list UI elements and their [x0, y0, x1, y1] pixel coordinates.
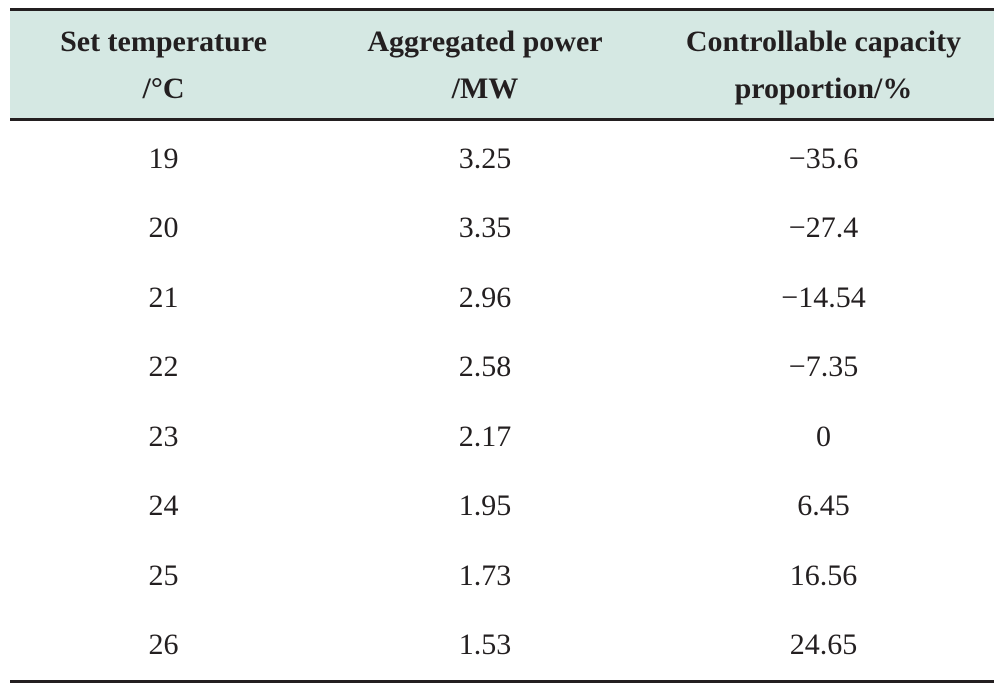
header-line: /MW — [451, 71, 519, 105]
data-table: Set temperature /°C Aggregated power /MW… — [10, 8, 994, 683]
table-row: 20 3.35 −27.4 — [10, 194, 994, 264]
table-bottom-rule — [10, 680, 994, 683]
cell-capacity-proportion: −27.4 — [788, 211, 859, 245]
header-controllable-capacity: Controllable capacity proportion/% — [653, 11, 994, 118]
cell-set-temperature: 24 — [148, 489, 179, 523]
header-line: Set temperature — [60, 24, 267, 58]
cell-aggregated-power: 1.95 — [458, 489, 512, 523]
table-body: 19 3.25 −35.6 20 3.35 −27.4 21 2.96 −14.… — [10, 121, 994, 680]
table-row: 21 2.96 −14.54 — [10, 263, 994, 333]
cell-aggregated-power: 2.96 — [458, 280, 512, 314]
header-line: /°C — [142, 71, 185, 105]
cell-capacity-proportion: −14.54 — [781, 280, 866, 314]
cell-capacity-proportion: 24.65 — [789, 628, 858, 662]
table-header-rule — [10, 118, 994, 121]
cell-set-temperature: 22 — [148, 350, 179, 384]
cell-set-temperature: 26 — [148, 628, 179, 662]
cell-aggregated-power: 2.58 — [458, 350, 512, 384]
cell-capacity-proportion: 0 — [816, 419, 831, 453]
cell-aggregated-power: 1.73 — [458, 558, 512, 592]
cell-aggregated-power: 1.53 — [458, 628, 512, 662]
table-top-rule — [10, 8, 994, 11]
cell-aggregated-power: 2.17 — [458, 419, 512, 453]
header-line: Controllable capacity — [685, 24, 962, 58]
cell-set-temperature: 25 — [148, 558, 179, 592]
cell-set-temperature: 21 — [148, 280, 179, 314]
cell-capacity-proportion: 16.56 — [789, 558, 858, 592]
table-row: 24 1.95 6.45 — [10, 472, 994, 542]
cell-capacity-proportion: 6.45 — [797, 489, 850, 523]
cell-set-temperature: 20 — [148, 211, 179, 245]
cell-aggregated-power: 3.25 — [458, 141, 512, 175]
table-row: 26 1.53 24.65 — [10, 611, 994, 681]
header-line: Aggregated power — [367, 24, 603, 58]
cell-capacity-proportion: −7.35 — [788, 350, 859, 384]
table-row: 23 2.17 0 — [10, 402, 994, 472]
cell-capacity-proportion: −35.6 — [788, 141, 859, 175]
cell-set-temperature: 19 — [148, 141, 179, 175]
table-row: 19 3.25 −35.6 — [10, 124, 994, 194]
cell-aggregated-power: 3.35 — [458, 211, 512, 245]
header-line: proportion/% — [734, 71, 913, 105]
table-row: 22 2.58 −7.35 — [10, 333, 994, 403]
header-set-temperature: Set temperature /°C — [10, 11, 317, 118]
table-header: Set temperature /°C Aggregated power /MW… — [10, 11, 994, 118]
cell-set-temperature: 23 — [148, 419, 179, 453]
header-aggregated-power: Aggregated power /MW — [317, 11, 653, 118]
table-row: 25 1.73 16.56 — [10, 541, 994, 611]
